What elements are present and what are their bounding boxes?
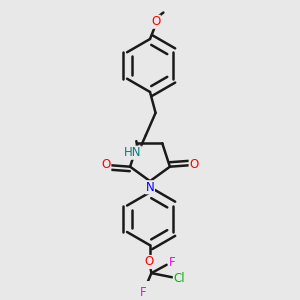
Text: F: F: [140, 286, 146, 299]
Text: O: O: [151, 15, 160, 28]
Text: N: N: [146, 181, 154, 194]
Text: F: F: [168, 256, 175, 269]
Text: O: O: [145, 256, 154, 268]
Text: O: O: [101, 158, 111, 171]
Text: Cl: Cl: [173, 272, 185, 285]
Text: HN: HN: [124, 146, 141, 159]
Text: O: O: [189, 158, 199, 171]
